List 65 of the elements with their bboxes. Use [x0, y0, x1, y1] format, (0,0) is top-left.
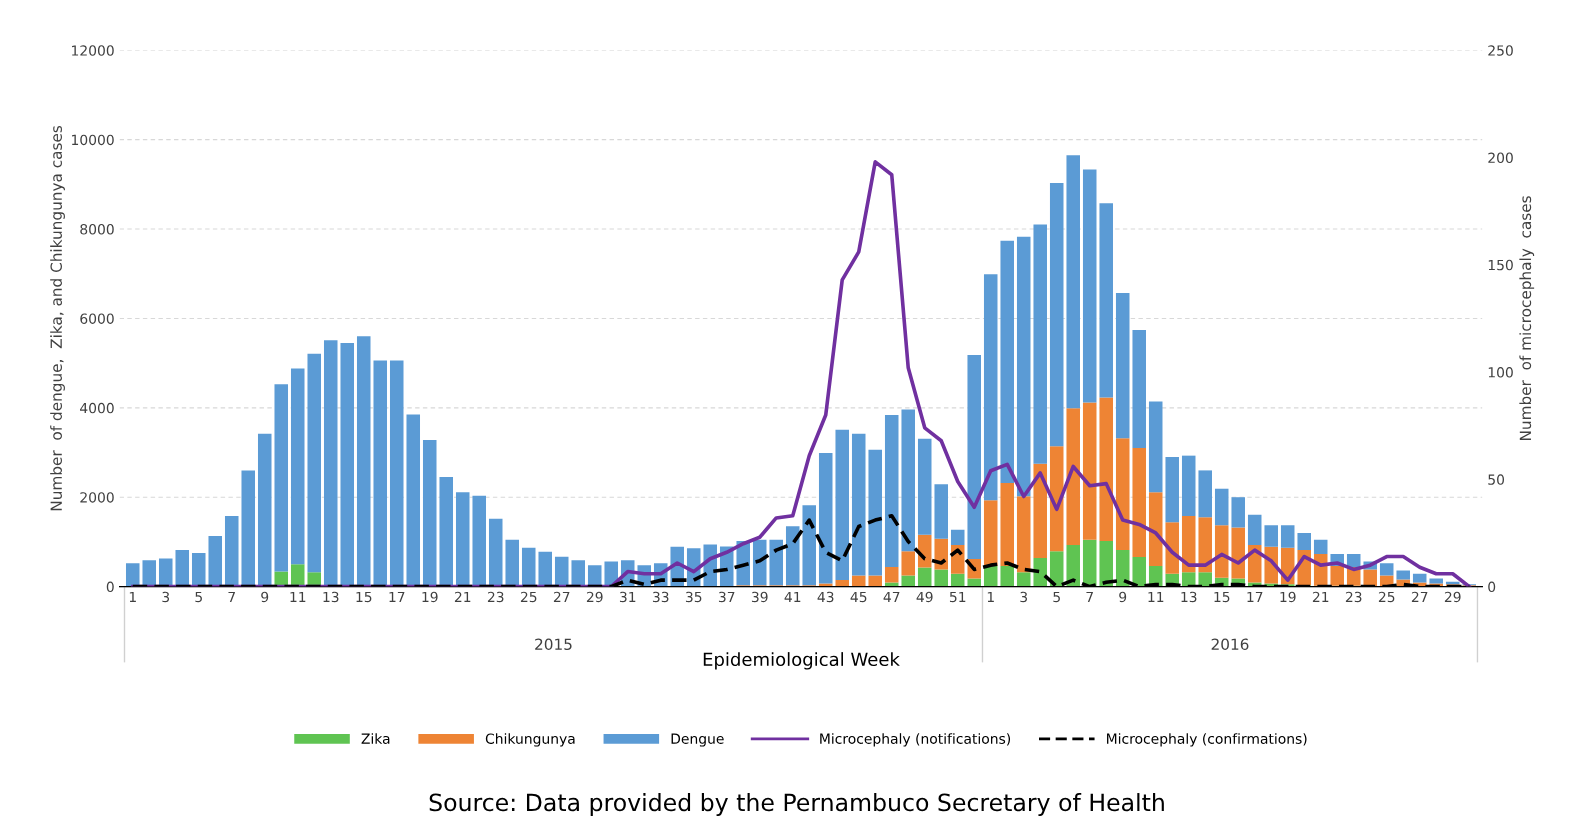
- y2-tick-label: 200: [1488, 152, 1513, 164]
- x-tick-label: 31: [619, 591, 636, 603]
- y-axis-title: Number of dengue, Zika, and Chikungunya cases: [50, 125, 65, 511]
- x-tick-label: 33: [652, 591, 669, 603]
- x-tick-label: 3: [1020, 591, 1028, 603]
- x-tick-label: 19: [422, 591, 438, 603]
- y-tick-label: 6000: [80, 313, 114, 324]
- x-tick-label: 37: [718, 591, 735, 603]
- y2-tick-label: 50: [1488, 474, 1505, 485]
- text: 2015: [535, 638, 572, 651]
- y2-tick-label: 250: [1488, 45, 1513, 56]
- x-tick-label: 11: [290, 591, 306, 603]
- y2-tick-label: 0: [1488, 581, 1496, 593]
- x-tick-label: 35: [685, 591, 702, 603]
- x-tick-label: 5: [195, 591, 202, 603]
- y2-tick-label: 150: [1488, 259, 1513, 271]
- x-tick-label: 7: [1086, 591, 1093, 603]
- x-tick-label: 25: [520, 591, 537, 603]
- y-tick-label: 4000: [80, 402, 114, 414]
- x-tick-label: 9: [1119, 591, 1127, 603]
- x-tick-label: 39: [751, 591, 768, 603]
- x-tick-label: 25: [1378, 591, 1395, 603]
- x-tick-label: 21: [454, 591, 471, 603]
- x-tick-label: 23: [1345, 591, 1362, 603]
- legend-label: Microcephaly (confirmations): [1107, 733, 1307, 747]
- x-tick-label: 51: [949, 591, 966, 603]
- y-tick-label: 0: [106, 581, 114, 593]
- x-axis-title: Epidemiological Week: [703, 652, 900, 670]
- y-tick-label: 2000: [80, 492, 114, 503]
- x-tick-label: 17: [389, 591, 405, 603]
- x-tick-label: 17: [1247, 591, 1263, 603]
- x-tick-label: 3: [162, 591, 170, 603]
- legend-label: Microcephaly (notifications): [820, 733, 1011, 747]
- x-tick-label: 1: [129, 591, 136, 603]
- x-tick-label: 49: [916, 591, 933, 603]
- y-tick-label: 8000: [80, 224, 114, 235]
- legend-label: Chikungunya: [485, 733, 575, 747]
- x-tick-label: 1: [987, 591, 994, 603]
- y-tick-label: 12000: [72, 45, 114, 56]
- x-tick-label: 13: [1181, 591, 1197, 603]
- x-tick-label: 11: [1148, 591, 1164, 603]
- x-tick-label: 27: [553, 591, 570, 603]
- legend-label: Zika: [361, 733, 390, 744]
- x-tick-label: 13: [323, 591, 339, 603]
- x-tick-label: 43: [817, 591, 834, 603]
- x-tick-label: 21: [1312, 591, 1329, 603]
- y2-axis-title: Number of microcephaly cases: [1519, 196, 1535, 440]
- x-tick-label: 41: [784, 591, 801, 603]
- source-note: Source: Data provided by the Pernambuco Secretary of Health: [429, 793, 1164, 816]
- text: 2016: [1211, 638, 1249, 651]
- x-tick-label: 29: [1444, 591, 1461, 603]
- y2-tick-label: 100: [1488, 367, 1513, 378]
- x-tick-label: 15: [356, 591, 372, 603]
- x-tick-label: 5: [1053, 591, 1060, 603]
- x-tick-label: 23: [487, 591, 504, 603]
- x-tick-label: 27: [1411, 591, 1428, 603]
- x-tick-label: 9: [261, 591, 269, 603]
- legend-label: Dengue: [671, 733, 724, 747]
- x-tick-label: 15: [1214, 591, 1230, 603]
- y-tick-label: 10000: [72, 134, 114, 146]
- x-tick-label: 45: [850, 591, 867, 603]
- x-tick-label: 19: [1280, 591, 1296, 603]
- x-tick-label: 7: [228, 591, 235, 603]
- x-tick-label: 29: [586, 591, 603, 603]
- x-tick-label: 47: [883, 591, 900, 603]
